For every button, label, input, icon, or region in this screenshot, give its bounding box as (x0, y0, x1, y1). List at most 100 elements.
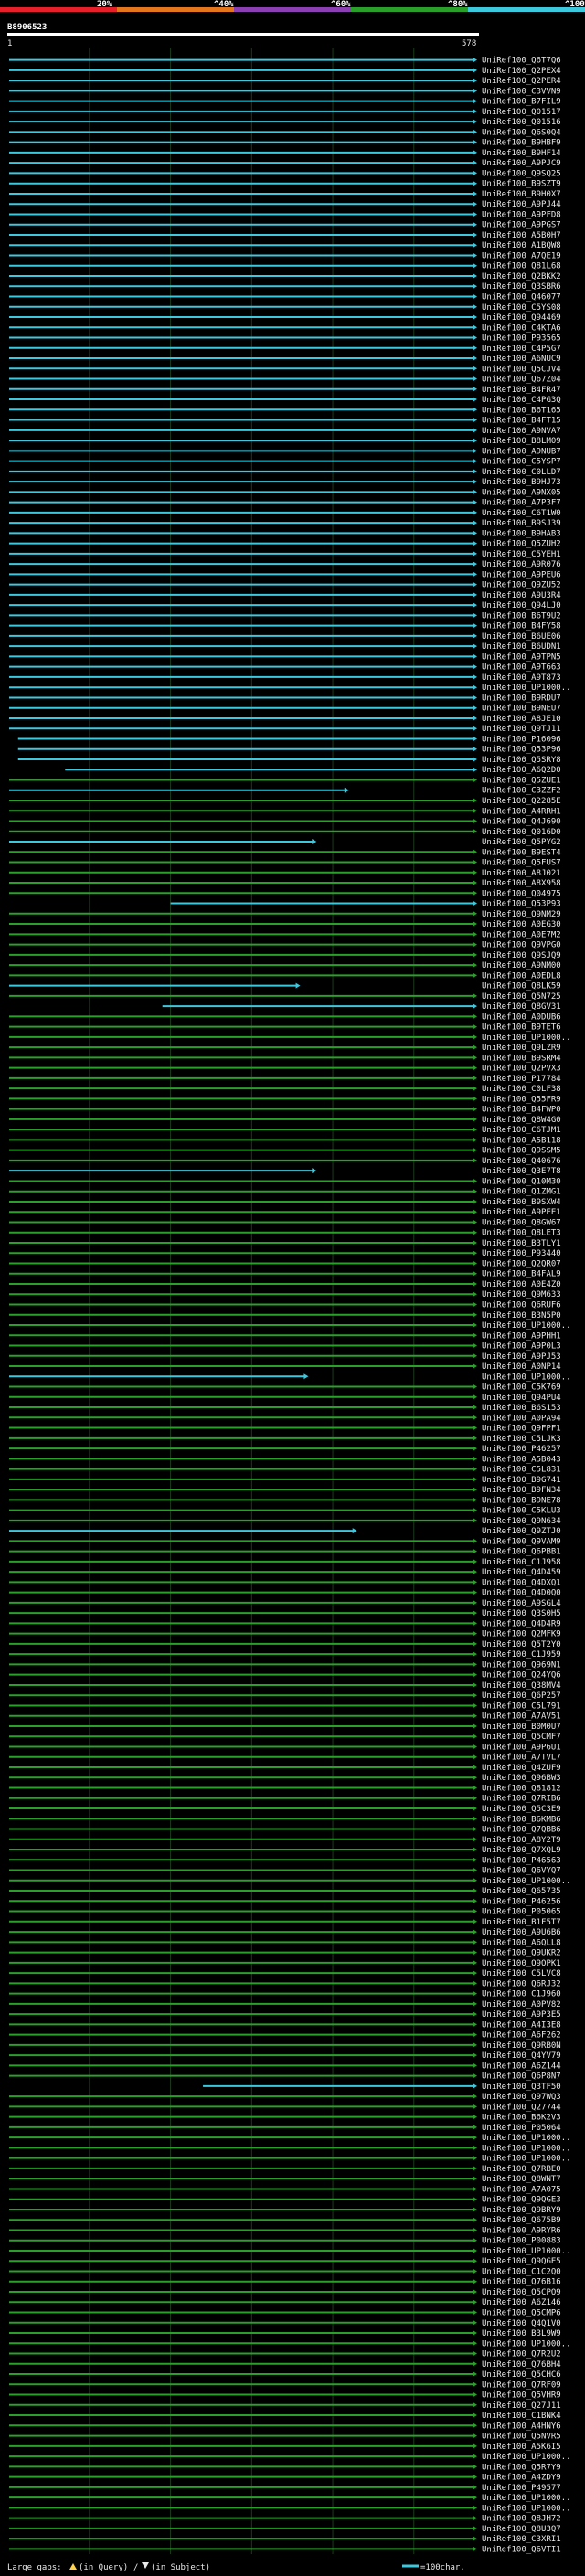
hit-label[interactable]: UniRef100_Q4YV79 (482, 2051, 561, 2061)
hit-label[interactable]: UniRef100_A0E7M2 (482, 930, 561, 939)
hit-label[interactable]: UniRef100_A9R076 (482, 560, 561, 569)
hit-label[interactable]: UniRef100_Q7RF09 (482, 2380, 561, 2390)
hit-label[interactable]: UniRef100_Q5T2Y0 (482, 1640, 561, 1649)
hit-label[interactable]: UniRef100_C3XRI1 (482, 2535, 561, 2544)
hit-label[interactable]: UniRef100_B7FIL9 (482, 98, 561, 107)
hit-label[interactable]: UniRef100_A9PGS7 (482, 221, 561, 230)
hit-label[interactable]: UniRef100_Q9N634 (482, 1517, 561, 1526)
hit-label[interactable]: UniRef100_A9PEE1 (482, 1208, 561, 1217)
hit-label[interactable]: UniRef100_A9P0L3 (482, 1342, 561, 1352)
hit-label[interactable]: UniRef100_A9NX05 (482, 488, 561, 497)
hit-label[interactable]: UniRef100_P05065 (482, 1908, 561, 1917)
hit-label[interactable]: UniRef100_Q6RJ32 (482, 1979, 561, 1988)
hit-label[interactable]: UniRef100_Q27744 (482, 2103, 561, 2112)
hit-label[interactable]: UniRef100_Q6PBB1 (482, 1548, 561, 1557)
hit-label[interactable]: UniRef100_B4FY58 (482, 622, 561, 631)
hit-label[interactable]: UniRef100_UP1000.. (482, 2504, 571, 2513)
hit-label[interactable]: UniRef100_UP1000.. (482, 2134, 571, 2143)
hit-label[interactable]: UniRef100_A4RRH1 (482, 807, 561, 816)
hit-label[interactable]: UniRef100_B9NE78 (482, 1496, 561, 1505)
hit-label[interactable]: UniRef100_P46563 (482, 1856, 561, 1865)
hit-label[interactable]: UniRef100_Q6P257 (482, 1691, 561, 1701)
hit-label[interactable]: UniRef100_Q4D4R9 (482, 1619, 561, 1628)
hit-label[interactable]: UniRef100_UP1000.. (482, 2155, 571, 2164)
hit-label[interactable]: UniRef100_Q24YQ6 (482, 1671, 561, 1680)
hit-label[interactable]: UniRef100_Q7QBB6 (482, 1826, 561, 1835)
hit-label[interactable]: UniRef100_Q6S0Q4 (482, 128, 561, 137)
hit-label[interactable]: UniRef100_B9G741 (482, 1476, 561, 1485)
hit-label[interactable]: UniRef100_Q9FPF1 (482, 1425, 561, 1434)
hit-label[interactable]: UniRef100_Q8W4G0 (482, 1116, 561, 1125)
hit-label[interactable]: UniRef100_Q9UKR2 (482, 1949, 561, 1958)
hit-label[interactable]: UniRef100_Q53P96 (482, 746, 561, 755)
hit-label[interactable]: UniRef100_Q9QGE3 (482, 2196, 561, 2205)
hit-label[interactable]: UniRef100_A8X958 (482, 879, 561, 888)
hit-label[interactable]: UniRef100_Q76B16 (482, 2278, 561, 2287)
hit-label[interactable]: UniRef100_Q97WQ3 (482, 2093, 561, 2102)
hit-label[interactable]: UniRef100_C1BNK4 (482, 2412, 561, 2421)
hit-label[interactable]: UniRef100_B4FWP0 (482, 1106, 561, 1115)
hit-label[interactable]: UniRef100_Q6T7Q6 (482, 57, 561, 66)
hit-label[interactable]: UniRef100_Q4J690 (482, 818, 561, 827)
hit-label[interactable]: UniRef100_Q2MFK9 (482, 1630, 561, 1639)
hit-label[interactable]: UniRef100_Q5N725 (482, 992, 561, 1002)
hit-label[interactable]: UniRef100_A9PJ44 (482, 200, 561, 209)
hit-label[interactable]: UniRef100_C1J959 (482, 1650, 561, 1659)
hit-label[interactable]: UniRef100_Q9LZR9 (482, 1044, 561, 1053)
hit-label[interactable]: UniRef100_B9SRM4 (482, 1054, 561, 1063)
hit-label[interactable]: UniRef100_A9SGL4 (482, 1599, 561, 1608)
hit-label[interactable]: UniRef100_A9PJC9 (482, 159, 561, 168)
hit-label[interactable]: UniRef100_A0PV82 (482, 2000, 561, 2009)
hit-label[interactable]: UniRef100_A0PA94 (482, 1414, 561, 1423)
hit-label[interactable]: UniRef100_A6Z146 (482, 2298, 561, 2307)
hit-label[interactable]: UniRef100_Q5R7Y9 (482, 2463, 561, 2472)
hit-label[interactable]: UniRef100_C4PG3Q (482, 396, 561, 405)
hit-label[interactable]: UniRef100_Q2BKK2 (482, 272, 561, 281)
hit-label[interactable]: UniRef100_A0E4Z0 (482, 1280, 561, 1289)
hit-label[interactable]: UniRef100_Q2285E (482, 797, 561, 806)
hit-label[interactable]: UniRef100_A9RYR6 (482, 2226, 561, 2235)
hit-label[interactable]: UniRef100_A4ZDY9 (482, 2474, 561, 2483)
hit-label[interactable]: UniRef100_C5LJK3 (482, 1435, 561, 1444)
hit-label[interactable]: UniRef100_A9P6U1 (482, 1743, 561, 1752)
hit-label[interactable]: UniRef100_B8LM09 (482, 437, 561, 446)
hit-label[interactable]: UniRef100_P05064 (482, 2124, 561, 2133)
hit-label[interactable]: UniRef100_Q9M633 (482, 1290, 561, 1299)
hit-label[interactable]: UniRef100_A9PJ53 (482, 1352, 561, 1362)
hit-label[interactable]: UniRef100_A9NUB7 (482, 447, 561, 456)
hit-label[interactable]: UniRef100_Q10M30 (482, 1177, 561, 1186)
hit-label[interactable]: UniRef100_C3VVN9 (482, 87, 561, 96)
hit-label[interactable]: UniRef100_Q5ZUH2 (482, 540, 561, 549)
hit-label[interactable]: UniRef100_Q5C3E9 (482, 1805, 561, 1814)
hit-label[interactable]: UniRef100_Q6RUF6 (482, 1301, 561, 1310)
hit-label[interactable]: UniRef100_A9PEU6 (482, 570, 561, 579)
hit-label[interactable]: UniRef100_Q6VTI1 (482, 2545, 561, 2554)
hit-label[interactable]: UniRef100_C0LLD7 (482, 468, 561, 477)
hit-label[interactable]: UniRef100_B1F5T7 (482, 1918, 561, 1927)
hit-label[interactable]: UniRef100_Q2PVX3 (482, 1065, 561, 1074)
hit-label[interactable]: UniRef100_UP1000.. (482, 1877, 571, 1886)
hit-label[interactable]: UniRef100_P93440 (482, 1249, 561, 1258)
hit-label[interactable]: UniRef100_C5LVC8 (482, 1969, 561, 1978)
hit-label[interactable]: UniRef100_A0NP14 (482, 1362, 561, 1372)
hit-label[interactable]: UniRef100_A6Z144 (482, 2062, 561, 2071)
hit-label[interactable]: UniRef100_Q9BRY9 (482, 2206, 561, 2215)
hit-label[interactable]: UniRef100_Q5ZUE1 (482, 776, 561, 785)
hit-label[interactable]: UniRef100_B3TLY1 (482, 1239, 561, 1248)
hit-label[interactable]: UniRef100_A6Q2D0 (482, 766, 561, 775)
hit-label[interactable]: UniRef100_A6NUC9 (482, 355, 561, 364)
hit-label[interactable]: UniRef100_B6T165 (482, 406, 561, 415)
hit-label[interactable]: UniRef100_Q2PEX4 (482, 67, 561, 76)
hit-label[interactable]: UniRef100_C1C2Q0 (482, 2267, 561, 2276)
hit-label[interactable]: UniRef100_B9HF14 (482, 149, 561, 158)
hit-label[interactable]: UniRef100_Q81812 (482, 1784, 561, 1793)
hit-label[interactable]: UniRef100_A1BQW8 (482, 241, 561, 250)
hit-label[interactable]: UniRef100_A8J021 (482, 869, 561, 878)
hit-label[interactable]: UniRef100_A8Y2T9 (482, 1836, 561, 1845)
hit-label[interactable]: UniRef100_Q8WNT7 (482, 2175, 561, 2184)
hit-label[interactable]: UniRef100_A0EG30 (482, 920, 561, 929)
hit-label[interactable]: UniRef100_Q3TF50 (482, 2083, 561, 2092)
hit-label[interactable]: UniRef100_Q5FUS7 (482, 859, 561, 868)
hit-label[interactable]: UniRef100_Q76BH4 (482, 2360, 561, 2369)
hit-label[interactable]: UniRef100_Q04975 (482, 889, 561, 898)
